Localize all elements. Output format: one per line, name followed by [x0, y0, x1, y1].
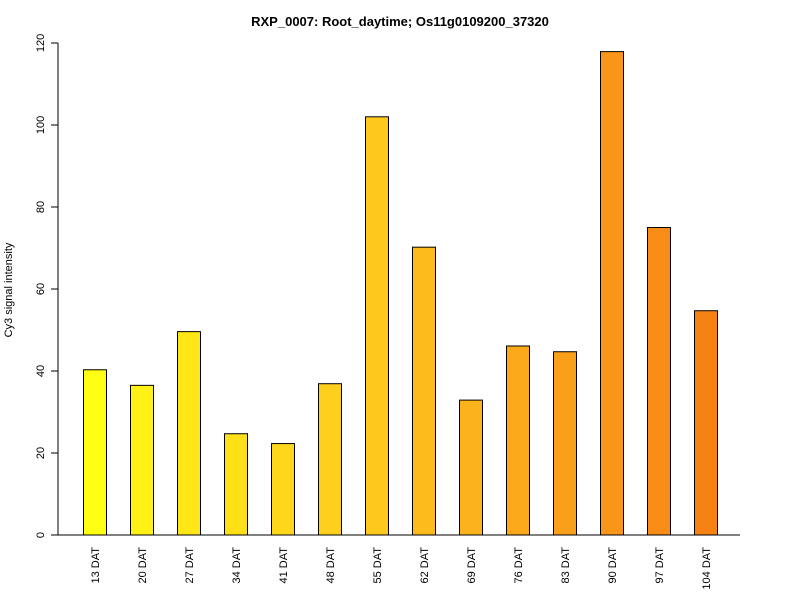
y-tick-label: 120 [35, 34, 47, 52]
x-tick-label: 55 DAT [372, 547, 384, 584]
y-axis-label: Cy3 signal intensity [3, 242, 15, 337]
bar-69-dat [459, 399, 483, 536]
bar-104-dat [694, 310, 718, 536]
bar-20-dat [130, 384, 154, 536]
y-axis: 0 20 40 60 80 100 120 [35, 34, 59, 538]
x-tick-label: 62 DAT [419, 547, 431, 584]
bar-27-dat [177, 331, 201, 536]
bars [83, 51, 718, 536]
x-tick-label: 104 DAT [701, 547, 713, 590]
bar-90-dat [600, 51, 624, 536]
x-tick-label: 76 DAT [513, 547, 525, 584]
x-tick-label: 83 DAT [560, 547, 572, 584]
x-tick-label: 48 DAT [325, 547, 337, 584]
y-tick-label: 40 [35, 365, 47, 377]
bar-76-dat [506, 345, 530, 536]
chart-title: RXP_0007: Root_daytime; Os11g0109200_373… [251, 14, 549, 29]
bar-41-dat [271, 443, 295, 536]
y-tick-label: 60 [35, 283, 47, 295]
bar-83-dat [553, 351, 577, 536]
y-tick-label: 80 [35, 201, 47, 213]
y-tick-label: 100 [35, 116, 47, 134]
x-tick-label: 41 DAT [278, 547, 290, 584]
bar-34-dat [224, 433, 248, 536]
bar-13-dat [83, 369, 107, 536]
y-tick-label: 20 [35, 447, 47, 459]
x-tick-label: 13 DAT [90, 547, 102, 584]
bar-48-dat [318, 383, 342, 536]
bar-62-dat [412, 246, 436, 536]
x-tick-label: 27 DAT [184, 547, 196, 584]
x-tick-label: 34 DAT [231, 547, 243, 584]
x-tick-label: 69 DAT [466, 547, 478, 584]
x-tick-label: 20 DAT [137, 547, 149, 584]
bar-97-dat [647, 227, 671, 536]
x-tick-label: 90 DAT [607, 547, 619, 584]
bar-55-dat [365, 116, 389, 536]
x-tick-label: 97 DAT [654, 547, 666, 584]
y-tick-label: 0 [35, 532, 47, 538]
x-axis-tick-labels: 13 DAT 20 DAT 27 DAT 34 DAT 41 DAT 48 DAT 55 D… [90, 547, 713, 590]
